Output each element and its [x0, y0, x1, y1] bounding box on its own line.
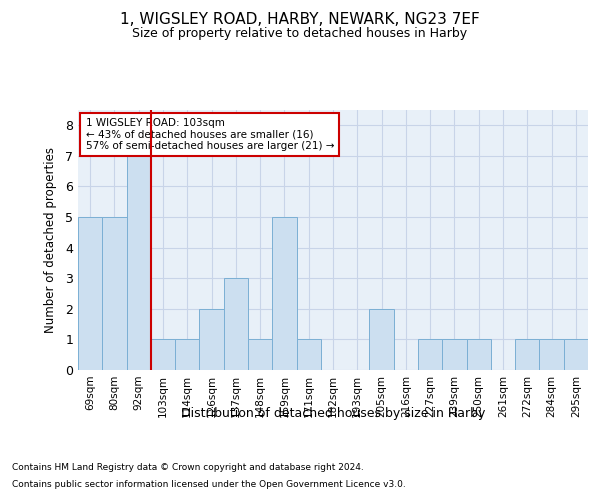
Text: 1 WIGSLEY ROAD: 103sqm
← 43% of detached houses are smaller (16)
57% of semi-det: 1 WIGSLEY ROAD: 103sqm ← 43% of detached… — [86, 118, 334, 151]
Y-axis label: Number of detached properties: Number of detached properties — [44, 147, 57, 333]
Bar — [199, 309, 224, 370]
Bar — [175, 340, 199, 370]
Bar — [78, 217, 102, 370]
Bar — [224, 278, 248, 370]
Bar — [442, 340, 467, 370]
Bar — [370, 309, 394, 370]
Bar — [539, 340, 564, 370]
Text: Contains public sector information licensed under the Open Government Licence v3: Contains public sector information licen… — [12, 480, 406, 489]
Bar — [127, 156, 151, 370]
Bar — [515, 340, 539, 370]
Bar — [272, 217, 296, 370]
Text: Size of property relative to detached houses in Harby: Size of property relative to detached ho… — [133, 28, 467, 40]
Bar — [418, 340, 442, 370]
Bar — [564, 340, 588, 370]
Bar — [248, 340, 272, 370]
Bar — [296, 340, 321, 370]
Text: Contains HM Land Registry data © Crown copyright and database right 2024.: Contains HM Land Registry data © Crown c… — [12, 462, 364, 471]
Bar — [151, 340, 175, 370]
Text: 1, WIGSLEY ROAD, HARBY, NEWARK, NG23 7EF: 1, WIGSLEY ROAD, HARBY, NEWARK, NG23 7EF — [120, 12, 480, 28]
Bar — [467, 340, 491, 370]
Text: Distribution of detached houses by size in Harby: Distribution of detached houses by size … — [181, 408, 485, 420]
Bar — [102, 217, 127, 370]
